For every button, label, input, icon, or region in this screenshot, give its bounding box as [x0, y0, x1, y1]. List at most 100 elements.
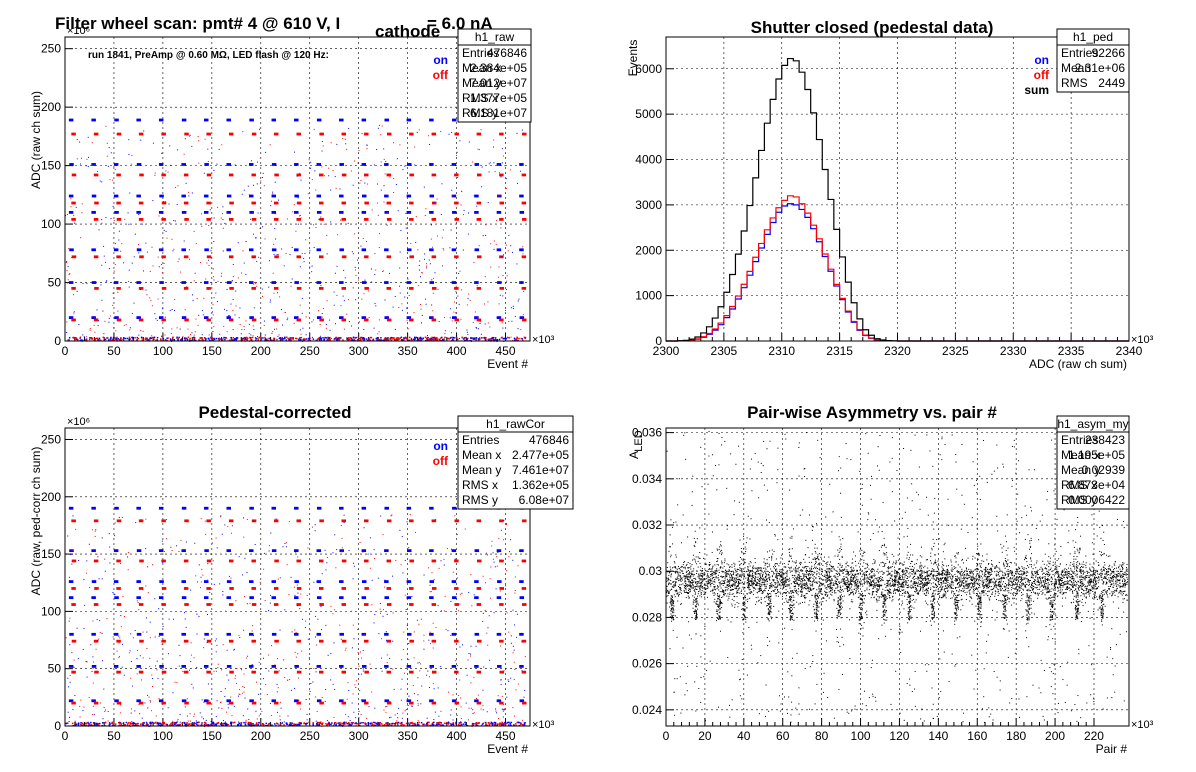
data-point-baseline: [388, 723, 391, 725]
data-point-baseline: [167, 337, 169, 339]
data-point-baseline: [65, 722, 68, 725]
data-point-sparse: [446, 548, 448, 550]
data-point-sparse: [332, 683, 334, 685]
data-point-sparse: [329, 319, 331, 321]
data-point-sparse: [473, 262, 475, 264]
data-point-baseline: [107, 339, 110, 341]
data-point: [988, 591, 990, 593]
data-point-baseline: [137, 722, 139, 725]
data-point: [899, 579, 901, 581]
data-point: [728, 564, 730, 566]
y-tick-label: 100: [41, 217, 61, 231]
data-point-sparse: [449, 722, 451, 724]
data-point: [736, 586, 738, 588]
data-point-sparse: [512, 308, 514, 310]
data-point-sparse: [314, 170, 316, 172]
data-point-sparse: [460, 318, 462, 320]
data-point: [839, 574, 841, 576]
data-point-sparse: [234, 677, 236, 679]
data-point-sparse: [71, 257, 73, 259]
data-point-baseline: [436, 339, 438, 341]
data-point-sparse: [482, 689, 484, 691]
data-point-sparse: [248, 333, 250, 335]
data-point-sparse: [370, 268, 372, 270]
data-point: [963, 576, 965, 578]
data-point-sparse: [333, 609, 335, 611]
data-point-off: [499, 201, 505, 205]
data-point-baseline: [486, 724, 488, 727]
data-point-baseline: [173, 339, 176, 341]
data-point-baseline: [353, 338, 355, 341]
data-point-off: [183, 255, 189, 259]
data-point-baseline: [452, 339, 455, 342]
data-point-sparse: [459, 270, 461, 272]
data-point: [1090, 589, 1092, 591]
data-point-baseline: [441, 336, 443, 339]
data-point-baseline: [508, 721, 510, 724]
data-point-sparse: [230, 696, 232, 698]
data-point-on: [384, 316, 389, 320]
data-point-baseline: [440, 722, 443, 724]
data-point: [957, 570, 959, 572]
data-point-sparse: [86, 560, 88, 562]
data-point-baseline: [422, 723, 424, 726]
data-point-on: [203, 506, 209, 510]
data-point-sparse: [216, 644, 218, 646]
data-point-off: [251, 255, 256, 259]
data-point-sparse: [107, 711, 109, 713]
data-point-sparse: [286, 564, 288, 566]
data-point-off: [341, 559, 347, 563]
data-point-baseline: [466, 338, 469, 340]
data-point-baseline: [108, 724, 111, 726]
data-point-sparse: [522, 246, 524, 248]
data-point-on: [114, 596, 119, 600]
data-point-sparse: [133, 302, 135, 304]
data-point-sparse: [124, 218, 126, 220]
data-point-sparse: [219, 516, 221, 518]
data-point: [895, 581, 897, 583]
data-point: [937, 577, 939, 579]
data-point: [688, 589, 690, 591]
data-point-on: [451, 248, 457, 252]
data-point-sparse: [381, 657, 383, 659]
data-point: [878, 583, 880, 585]
data-point-baseline: [185, 337, 187, 340]
data-point-baseline: [498, 338, 501, 341]
data-point-on: [406, 699, 412, 703]
data-point-baseline: [108, 722, 111, 724]
data-point-baseline: [378, 723, 381, 726]
data-point: [842, 572, 844, 574]
data-point-sparse: [413, 631, 415, 633]
data-point-baseline: [471, 337, 474, 339]
data-point-sparse: [343, 328, 345, 330]
data-point-baseline: [386, 339, 388, 341]
data-point-sparse: [255, 681, 257, 683]
data-point-baseline: [502, 722, 504, 725]
data-point-baseline: [383, 724, 386, 727]
data-point-sparse: [423, 186, 425, 188]
data-point-sparse: [285, 546, 287, 548]
data-point-on: [158, 506, 164, 510]
data-point-sparse: [158, 636, 160, 638]
data-point-sparse: [283, 721, 285, 723]
data-point-sparse: [204, 138, 206, 140]
data-point-sparse: [73, 215, 75, 217]
data-point: [808, 570, 810, 572]
data-point-off: [521, 670, 527, 674]
data-point-sparse: [400, 230, 402, 232]
data-point: [986, 587, 988, 589]
x-tick-label: 2335: [1058, 344, 1085, 358]
data-point-sparse: [481, 166, 483, 168]
data-point-on: [249, 281, 254, 284]
data-point-sparse: [321, 629, 323, 631]
data-point-sparse: [311, 336, 313, 338]
data-point: [802, 573, 804, 575]
x-tick-label: 350: [398, 729, 418, 743]
data-point: [704, 584, 706, 586]
data-point-sparse: [157, 298, 159, 300]
data-point-sparse: [455, 316, 457, 318]
data-point-sparse: [188, 195, 190, 197]
data-point-sparse: [196, 298, 198, 300]
data-point-sparse: [194, 542, 196, 544]
data-point: [749, 575, 751, 577]
